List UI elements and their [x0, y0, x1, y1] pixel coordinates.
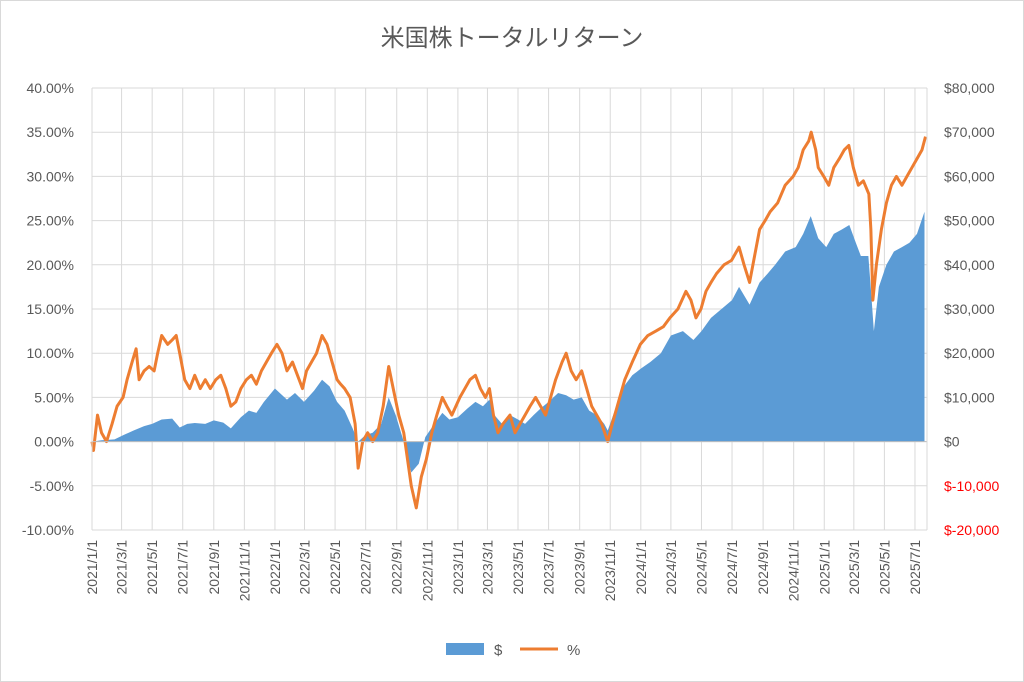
x-tick-label: 2024/3/1 [663, 540, 679, 595]
left-tick-label: 15.00% [27, 301, 74, 317]
right-tick-label: $70,000 [944, 124, 995, 140]
area-series-dollar [92, 211, 925, 473]
axes [91, 88, 928, 530]
right-tick-label: $-10,000 [944, 478, 999, 494]
left-tick-label: 35.00% [27, 124, 74, 140]
x-tick-label: 2021/5/1 [144, 540, 160, 595]
area-series-layer [92, 211, 925, 473]
x-tick-label: 2021/7/1 [175, 540, 191, 595]
right-tick-label: $20,000 [944, 345, 995, 361]
x-tick-label: 2024/7/1 [724, 540, 740, 595]
left-tick-label: 30.00% [27, 168, 74, 184]
x-tick-label: 2024/11/1 [786, 540, 802, 601]
left-tick-label: 25.00% [27, 213, 74, 229]
right-tick-label: $50,000 [944, 213, 995, 229]
x-tick-label: 2022/5/1 [327, 540, 343, 595]
legend-label-line: % [567, 642, 580, 659]
x-tick-label: 2022/9/1 [389, 540, 405, 595]
legend-swatch-area [446, 643, 484, 655]
x-axis-tick-labels: 2021/1/1 2021/3/1 2021/5/1 2021/7/1 2021/9/1… [84, 540, 923, 601]
x-tick-label: 2023/9/1 [572, 540, 588, 595]
line-series-layer [90, 130, 927, 510]
legend-label-area: $ [494, 642, 503, 659]
line-series-percent [90, 130, 927, 510]
x-tick-label: 2021/3/1 [114, 540, 130, 595]
x-tick-label: 2025/1/1 [816, 540, 832, 595]
x-tick-label: 2024/5/1 [693, 540, 709, 595]
right-tick-label: $60,000 [944, 168, 995, 184]
x-tick-label: 2023/3/1 [479, 540, 495, 595]
left-tick-label: -10.00% [22, 522, 74, 538]
right-tick-label: $-20,000 [944, 522, 999, 538]
right-axis-tick-labels: $-20,000 $-10,000 $0 $10,000 $20,000 $30,000 $… [944, 80, 999, 538]
x-tick-label: 2023/7/1 [541, 540, 557, 595]
left-tick-label: 5.00% [34, 389, 74, 405]
x-tick-label: 2022/7/1 [358, 540, 374, 595]
x-tick-label: 2023/11/1 [602, 540, 618, 601]
x-tick-label: 2021/1/1 [84, 540, 100, 595]
right-tick-label: $30,000 [944, 301, 995, 317]
x-tick-label: 2024/1/1 [633, 540, 649, 595]
x-tick-label: 2025/3/1 [846, 540, 862, 595]
x-tick-label: 2021/9/1 [206, 540, 222, 595]
x-tick-label: 2022/1/1 [267, 540, 283, 595]
right-tick-label: $80,000 [944, 80, 995, 96]
x-tick-label: 2024/9/1 [755, 540, 771, 595]
left-tick-label: 10.00% [27, 345, 74, 361]
x-tick-label: 2023/1/1 [450, 540, 466, 595]
left-axis-tick-labels: -10.00% -5.00% 0.00% 5.00% 10.00% 15.00% 20.00… [22, 80, 74, 538]
x-tick-label: 2021/11/1 [236, 540, 252, 601]
x-tick-label: 2022/3/1 [297, 540, 313, 595]
left-tick-label: 20.00% [27, 257, 74, 273]
left-tick-label: -5.00% [30, 478, 74, 494]
x-tick-label: 2025/5/1 [876, 540, 892, 595]
right-tick-label: $10,000 [944, 389, 995, 405]
legend: $ % [446, 642, 580, 659]
left-tick-label: 0.00% [34, 434, 74, 450]
chart-title: 米国株トータルリターン [381, 24, 644, 52]
x-tick-label: 2022/11/1 [419, 540, 435, 601]
left-tick-label: 40.00% [27, 80, 74, 96]
right-tick-label: $0 [944, 434, 960, 450]
x-tick-label: 2023/5/1 [510, 540, 526, 595]
x-tick-label: 2025/7/1 [907, 540, 923, 595]
right-tick-label: $40,000 [944, 257, 995, 273]
